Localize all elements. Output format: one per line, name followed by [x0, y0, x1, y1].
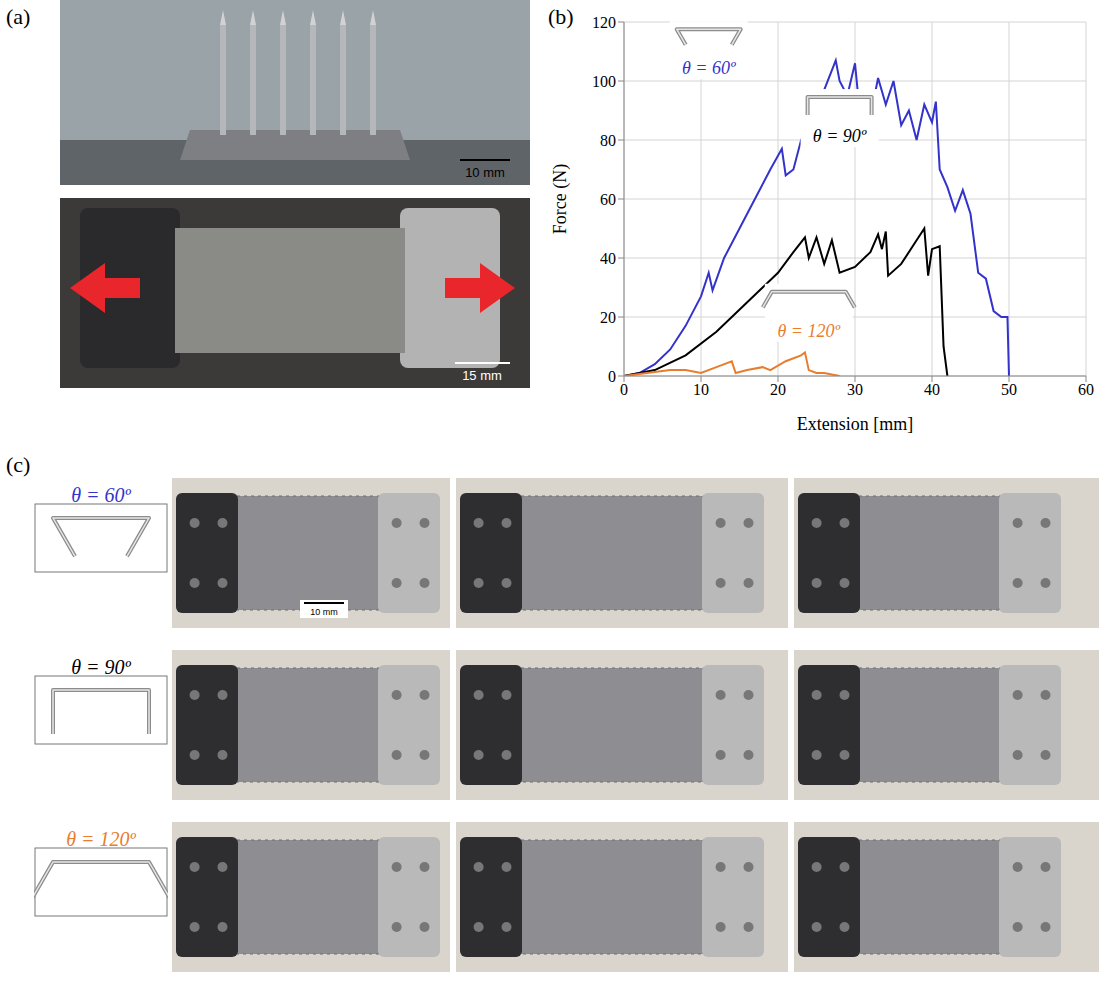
svg-text:θ = 120º: θ = 120º	[778, 321, 841, 341]
svg-text:30: 30	[847, 381, 863, 398]
svg-text:100: 100	[592, 73, 616, 90]
svg-text:10 mm: 10 mm	[465, 165, 505, 180]
svg-text:40: 40	[924, 381, 940, 398]
svg-text:0: 0	[620, 381, 628, 398]
svg-text:θ = 120º: θ = 120º	[66, 828, 136, 850]
svg-text:θ = 90º: θ = 90º	[71, 656, 131, 678]
svg-text:Force (N): Force (N)	[550, 164, 571, 234]
svg-text:θ = 60º: θ = 60º	[682, 58, 736, 78]
svg-text:θ = 60º: θ = 60º	[71, 484, 131, 506]
svg-text:10: 10	[693, 381, 709, 398]
svg-text:0: 0	[608, 368, 616, 385]
svg-text:20: 20	[770, 381, 786, 398]
html-text:(a): (a)	[6, 4, 31, 29]
svg-text:40: 40	[600, 250, 616, 267]
svg-text:120: 120	[592, 14, 616, 31]
svg-text:50: 50	[1001, 381, 1017, 398]
svg-text:20: 20	[600, 309, 616, 326]
svg-text:Extension [mm]: Extension [mm]	[797, 414, 913, 434]
svg-text:15 mm: 15 mm	[462, 368, 502, 383]
svg-text:θ = 90º: θ = 90º	[813, 126, 867, 146]
svg-text:80: 80	[600, 132, 616, 149]
html-text:(c): (c)	[6, 452, 31, 477]
html-text:(b): (b)	[548, 4, 574, 29]
svg-text:60: 60	[1078, 381, 1094, 398]
svg-text:60: 60	[600, 191, 616, 208]
svg-text:10 mm: 10 mm	[310, 607, 338, 617]
